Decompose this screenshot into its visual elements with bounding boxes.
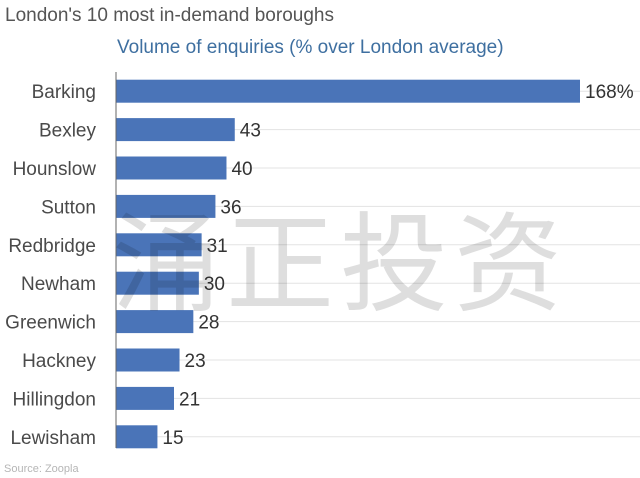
bars xyxy=(116,79,580,449)
value-label: 36 xyxy=(220,197,241,218)
bar-bexley xyxy=(116,118,235,142)
category-label: Bexley xyxy=(39,121,97,142)
value-label: 40 xyxy=(231,159,252,180)
category-label: Hackney xyxy=(22,351,96,372)
bar-greenwich xyxy=(116,310,194,334)
category-label: Redbridge xyxy=(8,236,96,257)
grid-lines xyxy=(116,90,640,438)
value-label: 31 xyxy=(207,236,228,257)
bar-newham xyxy=(116,271,199,295)
bar-sutton xyxy=(116,194,216,218)
chart-source: Source: Zoopla xyxy=(4,463,79,475)
bar-hackney xyxy=(116,348,180,372)
value-label: 23 xyxy=(185,351,206,372)
labels: Barking 168% Bexley 43 Hounslow 40 Sutton 36 Red… xyxy=(5,82,634,449)
chart-title: London's 10 most in-demand boroughs xyxy=(5,5,334,26)
category-label: Hounslow xyxy=(13,159,97,180)
bar-lewisham xyxy=(116,425,158,449)
bar-hounslow xyxy=(116,156,227,180)
category-label: Barking xyxy=(32,82,96,103)
value-label: 28 xyxy=(198,313,219,334)
category-label: Hillingdon xyxy=(13,389,96,410)
bar-hillingdon xyxy=(116,386,174,410)
value-label: 168% xyxy=(585,82,634,103)
value-label: 15 xyxy=(162,428,183,449)
category-label: Greenwich xyxy=(5,313,96,334)
chart-subtitle: Volume of enquiries (% over London avera… xyxy=(117,37,504,58)
value-label: 43 xyxy=(240,121,261,142)
bar-barking xyxy=(116,79,580,103)
category-label: Newham xyxy=(21,274,96,295)
category-label: Sutton xyxy=(41,197,96,218)
category-label: Lewisham xyxy=(10,428,96,449)
bar-redbridge xyxy=(116,233,202,257)
value-label: 21 xyxy=(179,389,200,410)
value-label: 30 xyxy=(204,274,225,295)
